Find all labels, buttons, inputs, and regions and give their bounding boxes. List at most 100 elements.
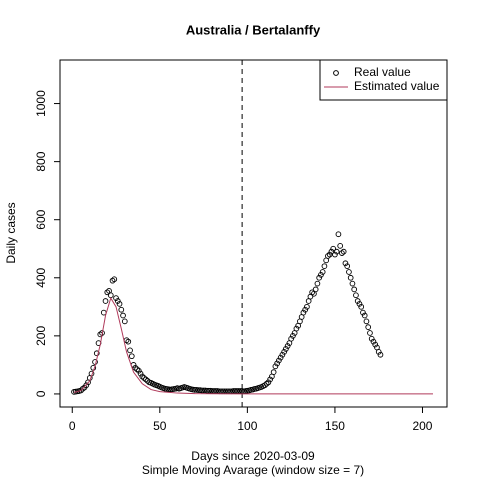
data-point: [361, 312, 368, 319]
data-point: [319, 269, 326, 275]
data-point: [302, 306, 309, 313]
legend-symbol: [333, 70, 339, 76]
data-point: [204, 387, 210, 394]
data-point: [367, 330, 373, 336]
data-point: [346, 269, 352, 275]
data-point: [135, 367, 142, 374]
data-point: [372, 341, 379, 348]
data-point: [300, 309, 307, 316]
y-tick-label: 600: [34, 209, 48, 229]
subtitle: Simple Moving Avarage (window size = 7): [142, 463, 364, 477]
data-point: [205, 387, 212, 394]
data-point: [195, 387, 202, 394]
y-tick-label: 0: [34, 390, 48, 397]
legend-label: Real value: [354, 65, 411, 79]
data-point: [118, 306, 125, 313]
chart-title: Australia / Bertalanffy: [186, 22, 321, 37]
data-point: [318, 272, 324, 278]
data-point: [325, 253, 331, 259]
data-point: [114, 298, 121, 304]
data-point: [284, 343, 291, 349]
data-point: [200, 387, 207, 394]
data-point: [339, 250, 345, 256]
data-point: [127, 347, 133, 354]
y-tick-label: 1000: [34, 90, 48, 117]
data-point: [121, 318, 128, 325]
y-tick-label: 400: [34, 267, 48, 287]
data-point: [109, 277, 116, 284]
data-point: [314, 280, 321, 287]
data-point: [333, 248, 340, 255]
data-point: [270, 369, 277, 376]
data-point: [276, 357, 282, 364]
data-point: [340, 248, 347, 255]
data-point: [358, 303, 365, 310]
y-axis-label: Daily cases: [4, 202, 18, 263]
data-point: [347, 274, 354, 281]
data-point: [139, 373, 146, 380]
data-point: [342, 260, 349, 267]
data-point: [377, 351, 384, 358]
data-point: [113, 295, 119, 301]
y-tick-label: 800: [34, 151, 48, 171]
data-point: [304, 303, 310, 310]
x-tick-label: 200: [412, 419, 432, 433]
data-point: [332, 251, 338, 258]
y-tick-label: 200: [34, 326, 48, 346]
x-tick-label: 100: [237, 419, 257, 433]
data-point: [141, 375, 147, 381]
data-point: [132, 364, 139, 371]
data-point: [370, 338, 377, 345]
data-point: [102, 298, 109, 304]
data-point: [337, 242, 344, 249]
legend-box: [319, 59, 448, 101]
legend-label: Estimated value: [354, 79, 440, 93]
data-point: [353, 292, 359, 299]
data-point: [375, 348, 382, 355]
data-point: [142, 376, 149, 383]
data-point: [128, 353, 135, 360]
data-point: [125, 338, 132, 345]
x-tick-label: 50: [153, 419, 167, 433]
data-point: [283, 346, 289, 352]
data-point: [309, 289, 316, 296]
data-point: [290, 333, 296, 339]
data-point: [293, 325, 300, 332]
data-point: [281, 348, 287, 355]
data-point: [83, 382, 90, 389]
data-point: [279, 351, 286, 358]
x-tick-label: 0: [69, 419, 76, 433]
data-point: [363, 318, 370, 325]
data-point: [274, 360, 280, 367]
data-point: [267, 376, 273, 383]
data-point: [78, 387, 84, 394]
data-point: [137, 370, 144, 377]
data-point: [368, 335, 375, 342]
data-point: [277, 354, 284, 361]
data-point: [134, 366, 140, 373]
data-point: [344, 263, 351, 270]
data-point: [354, 298, 361, 304]
estimated-line: [73, 296, 433, 395]
x-axis-label: Days since 2020-03-09: [191, 449, 315, 463]
data-point: [316, 274, 323, 281]
data-point: [365, 324, 372, 330]
data-point: [349, 280, 356, 287]
data-point: [93, 350, 100, 357]
data-point: [321, 263, 328, 270]
data-point: [191, 387, 198, 393]
data-point: [288, 335, 294, 342]
data-point: [265, 379, 272, 386]
data-point: [272, 363, 279, 370]
data-point: [120, 312, 126, 319]
data-point: [116, 301, 123, 307]
data-point: [335, 231, 342, 238]
data-point: [360, 309, 366, 316]
data-point: [263, 380, 270, 387]
data-point: [328, 248, 335, 255]
data-point: [262, 382, 268, 389]
data-point: [351, 286, 358, 293]
data-point: [97, 331, 104, 338]
data-point: [198, 387, 205, 394]
